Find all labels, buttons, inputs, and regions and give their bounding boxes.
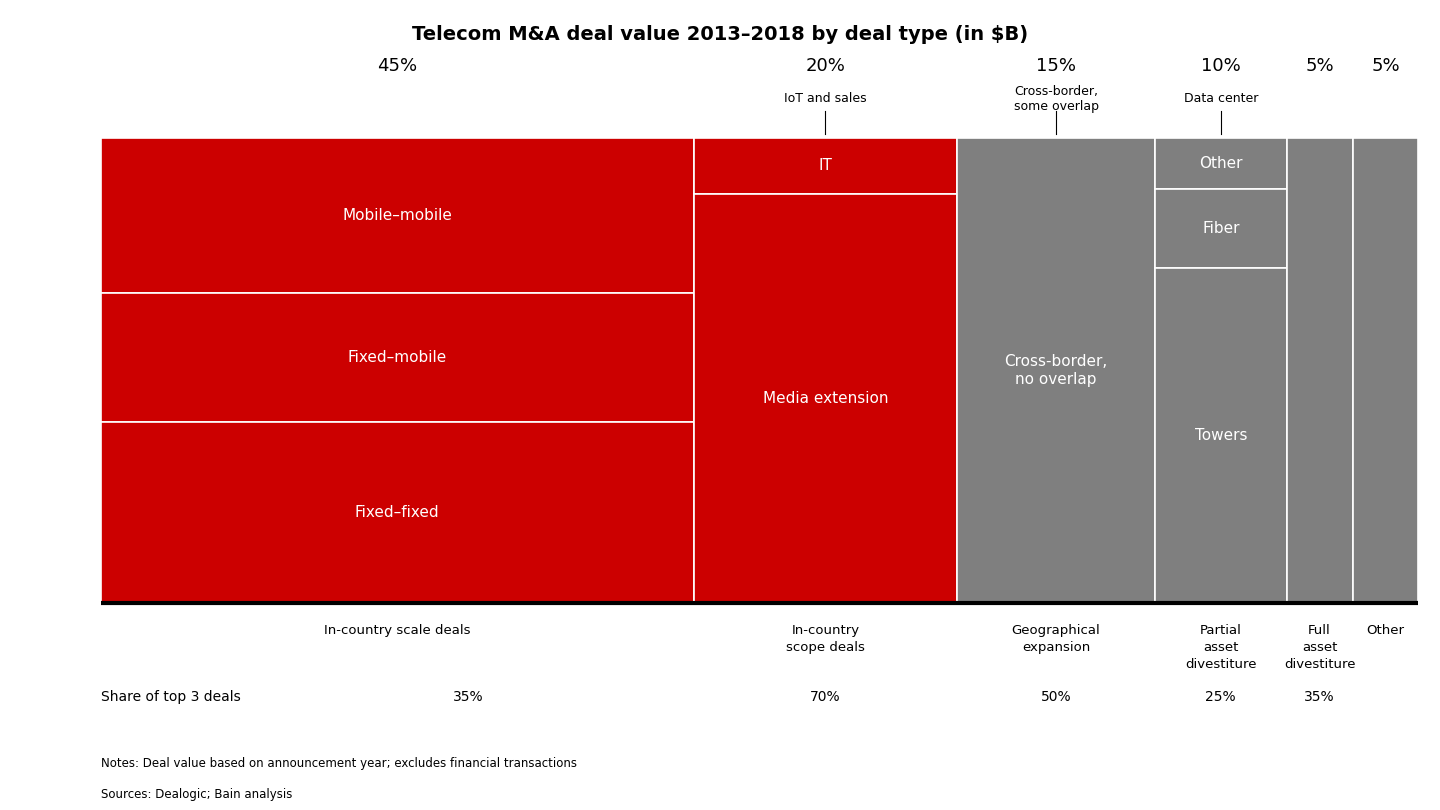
Text: Share of top 3 deals: Share of top 3 deals [101,689,240,704]
Text: Geographical
expansion: Geographical expansion [1012,624,1100,654]
Text: Mobile–mobile: Mobile–mobile [343,207,452,223]
Text: 35%: 35% [1305,689,1335,704]
Text: Other: Other [1367,624,1404,637]
Text: Towers: Towers [1195,428,1247,443]
Text: 70%: 70% [811,689,841,704]
Text: Fixed–fixed: Fixed–fixed [354,505,439,520]
Text: 35%: 35% [454,689,484,704]
Text: Data center: Data center [1184,92,1259,105]
Text: 50%: 50% [1041,689,1071,704]
Text: 25%: 25% [1205,689,1236,704]
Text: Media extension: Media extension [763,391,888,406]
Text: 5%: 5% [1305,58,1333,75]
Text: 5%: 5% [1371,58,1400,75]
Text: Cross-border,
no overlap: Cross-border, no overlap [1005,355,1107,387]
Text: In-country scale deals: In-country scale deals [324,624,471,637]
Text: Fiber: Fiber [1202,221,1240,236]
Text: Cross-border,
some overlap: Cross-border, some overlap [1014,85,1099,113]
Text: 10%: 10% [1201,58,1241,75]
Text: In-country
scope deals: In-country scope deals [786,624,865,654]
Text: 15%: 15% [1035,58,1076,75]
Text: Notes: Deal value based on announcement year; excludes financial transactions: Notes: Deal value based on announcement … [101,757,577,770]
Text: Other: Other [1200,156,1243,171]
Text: Full
asset
divestiture: Full asset divestiture [1284,624,1355,671]
Text: 20%: 20% [805,58,845,75]
Text: Sources: Dealogic; Bain analysis: Sources: Dealogic; Bain analysis [101,788,292,801]
Text: IT: IT [818,158,832,173]
Text: 45%: 45% [377,58,418,75]
Text: Partial
asset
divestiture: Partial asset divestiture [1185,624,1257,671]
Text: Fixed–mobile: Fixed–mobile [347,350,446,365]
Text: IoT and sales: IoT and sales [785,92,867,105]
Text: Telecom M&A deal value 2013–2018 by deal type (in $B): Telecom M&A deal value 2013–2018 by deal… [412,24,1028,44]
